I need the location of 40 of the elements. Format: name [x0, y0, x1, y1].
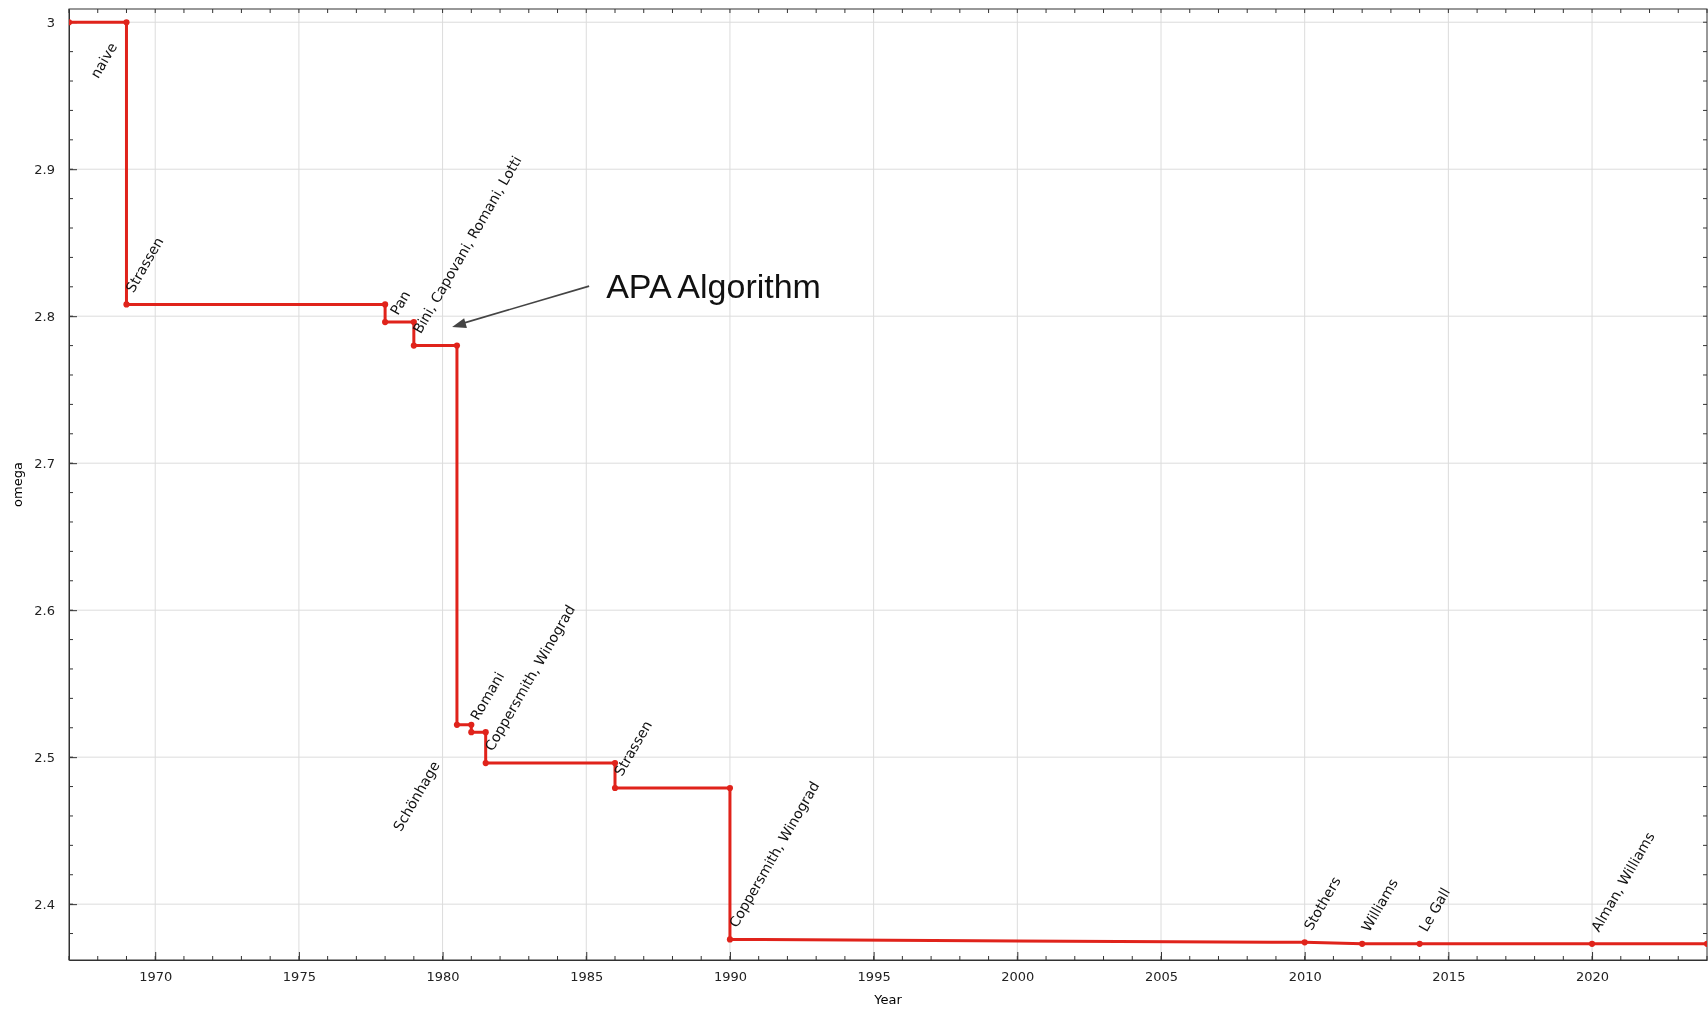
y-tick-label: 3: [46, 14, 55, 30]
point: [123, 301, 130, 308]
point: [726, 936, 734, 943]
y-axis-title: omega: [10, 462, 25, 507]
x-tick-label: 2000: [1001, 969, 1035, 985]
point: [123, 19, 130, 26]
point: [482, 759, 489, 767]
x-tick-label: 1970: [139, 969, 173, 985]
line-series: [69, 19, 1707, 947]
point: [1416, 940, 1423, 947]
point: [382, 301, 389, 308]
y-tick-label: 2.6: [34, 602, 55, 618]
x-tick-label: 2010: [1288, 969, 1322, 985]
point: [726, 784, 734, 792]
annotation: Pan: [386, 287, 414, 318]
x-tick-label: 2015: [1432, 969, 1466, 985]
x-tick-label: 1975: [282, 969, 316, 985]
point: [1301, 939, 1308, 946]
x-tick-label: 2005: [1144, 969, 1179, 985]
y-tick-label: 2.8: [34, 308, 55, 324]
x-tick-label: 2020: [1576, 969, 1610, 985]
point: [468, 721, 475, 728]
annotation: APA Algorithm: [606, 267, 821, 306]
point: [1359, 940, 1366, 947]
x-tick-label: 1990: [713, 969, 747, 985]
x-tick-label: 1980: [426, 969, 460, 985]
point: [1588, 940, 1596, 947]
x-axis-title: Year: [873, 992, 903, 1007]
x-tick-label: 1985: [570, 969, 604, 985]
y-tick-label: 2.4: [34, 896, 55, 912]
point: [453, 721, 461, 728]
y-tick-label: 2.7: [34, 455, 55, 471]
point: [468, 729, 475, 736]
point: [453, 342, 461, 349]
point: [410, 342, 417, 349]
point: [611, 784, 619, 792]
point: [382, 319, 389, 326]
x-tick-label: 1995: [857, 969, 891, 985]
y-tick-label: 2.9: [34, 161, 55, 177]
y-tick-label: 2.5: [34, 749, 55, 765]
